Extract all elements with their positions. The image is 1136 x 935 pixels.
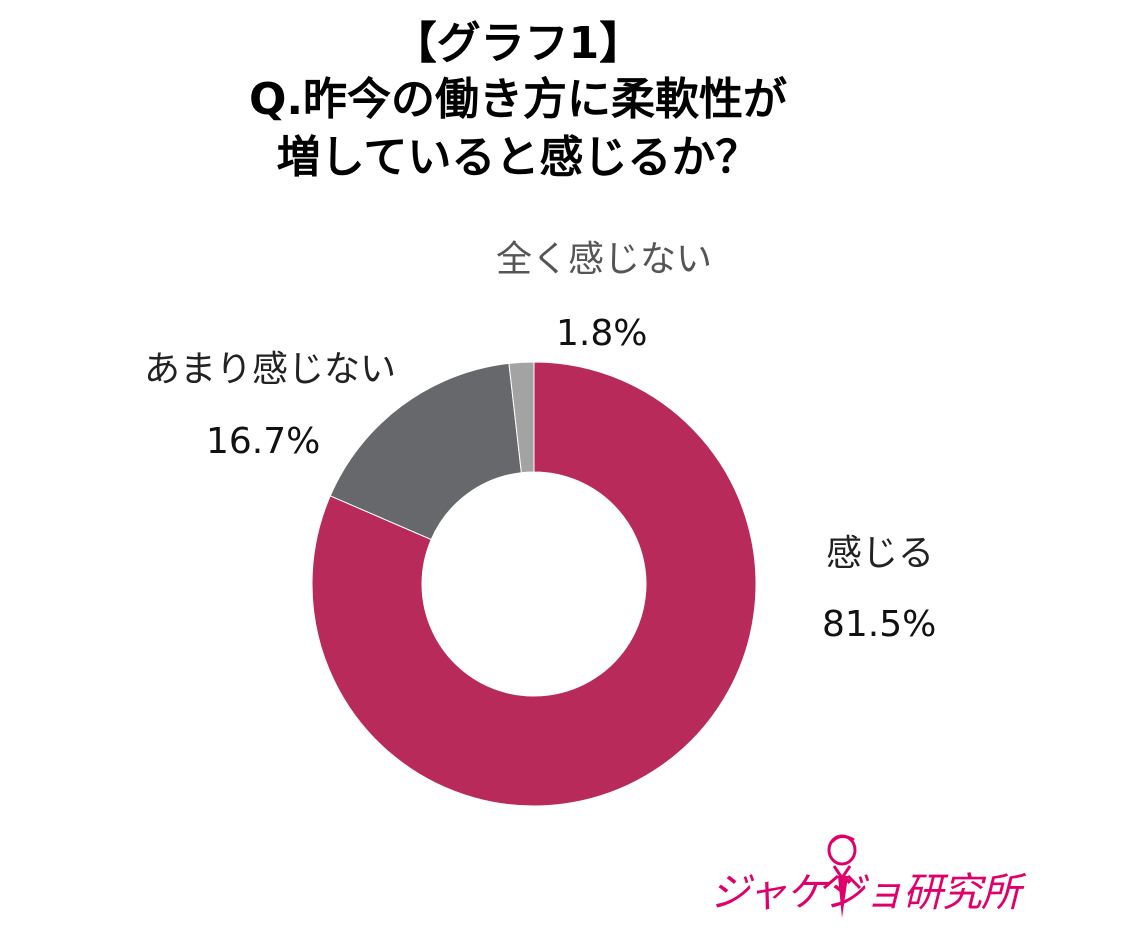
- chart-title-line-3: 増していると感じるか？: [276, 132, 760, 183]
- donut-slice-kanjiru: [311, 361, 757, 807]
- slice-value-kanjiru: 81.5%: [822, 604, 937, 645]
- slice-value-amari: 16.7%: [206, 421, 321, 462]
- logo-figure-icon: [823, 834, 862, 918]
- chart-title-line-2: Q.昨今の働き方に柔軟性が: [248, 74, 788, 125]
- slice-label-zenku: 全く感じない: [496, 239, 713, 280]
- slice-label-kanjiru: 感じる: [826, 533, 935, 574]
- jakejo-lab-logo: ジャケジョ研究所: [700, 832, 1021, 922]
- donut-slice-amari: [329, 362, 522, 541]
- slice-label-amari: あまり感じない: [144, 349, 397, 390]
- chart-title-line-1: 【グラフ1】: [392, 18, 644, 69]
- donut-slice-zenku: [508, 361, 535, 474]
- logo-text: ジャケジョ研究所: [710, 870, 1021, 916]
- slice-value-zenku: 1.8%: [556, 313, 648, 354]
